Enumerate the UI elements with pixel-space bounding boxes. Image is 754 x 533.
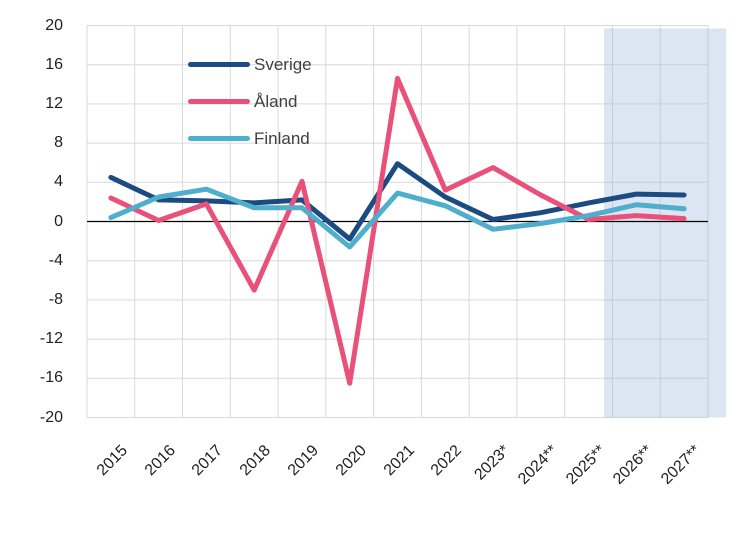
y-tick-label: -20 — [39, 408, 63, 426]
legend-item-sverige: Sverige — [188, 46, 312, 83]
gdp-growth-line-chart: 20 16 12 8 4 0 -4 -8 -12 -16 -20 2015 2016 2017 2018 2… — [39, 16, 726, 488]
y-tick-label: -16 — [39, 369, 63, 387]
series-line-sverige — [108, 161, 687, 242]
y-tick-label: 8 — [54, 134, 63, 152]
y-tick-label: -4 — [48, 251, 63, 269]
legend-label-aland: Åland — [254, 91, 298, 111]
y-tick-label: -8 — [48, 290, 63, 308]
legend-item-aland: Åland — [188, 83, 312, 120]
y-tick-label: 12 — [45, 94, 63, 112]
series-line-finland — [108, 186, 687, 250]
plot-area — [86, 25, 726, 418]
series-line-land — [108, 75, 687, 386]
legend-item-finland: Finland — [188, 120, 312, 157]
legend-label-finland: Finland — [254, 128, 310, 148]
y-tick-label: 16 — [45, 55, 63, 73]
forecast-shading-band — [604, 28, 726, 418]
legend-line-swatch-sverige — [188, 62, 250, 67]
y-tick-label: 4 — [54, 173, 63, 191]
legend-line-swatch-finland — [188, 136, 250, 141]
legend-label-sverige: Sverige — [254, 54, 312, 74]
y-tick-label: 0 — [54, 212, 63, 230]
y-tick-label: -12 — [39, 330, 63, 348]
legend-line-swatch-aland — [188, 99, 250, 104]
y-tick-label: 20 — [45, 16, 63, 34]
legend: Sverige Åland Finland — [188, 46, 312, 157]
